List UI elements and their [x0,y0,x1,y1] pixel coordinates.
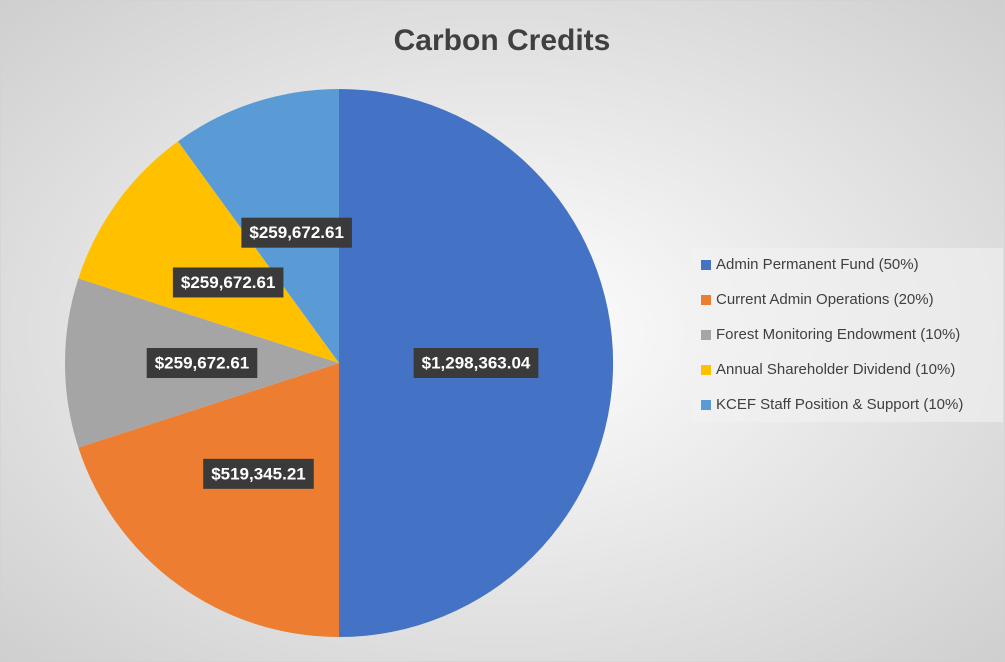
data-label: $259,672.61 [181,273,276,292]
legend-swatch [701,330,711,340]
data-label-box [172,267,284,298]
legend-swatch [701,365,711,375]
legend-swatch [701,295,711,305]
data-label-box [413,348,539,378]
data-label-box [146,348,258,378]
data-label: $259,672.61 [249,223,344,242]
chart-title: Carbon Credits [394,24,611,57]
legend-label: Admin Permanent Fund (50%) [716,256,919,273]
legend-swatch [701,260,711,270]
legend-swatch [701,400,711,410]
data-label: $519,345.21 [211,464,306,483]
data-label: $259,672.61 [155,353,250,372]
legend-label: Forest Monitoring Endowment (10%) [716,326,960,343]
legend-label: Current Admin Operations (20%) [716,291,934,308]
data-label-box [203,458,314,489]
legend-label: KCEF Staff Position & Support (10%) [716,396,963,413]
pie-slice [78,141,339,363]
pie-slice [78,363,339,637]
legend-label: Annual Shareholder Dividend (10%) [716,361,955,378]
data-label-box [241,217,352,248]
legend-box [692,248,1003,422]
data-label: $1,298,363.04 [422,353,531,372]
